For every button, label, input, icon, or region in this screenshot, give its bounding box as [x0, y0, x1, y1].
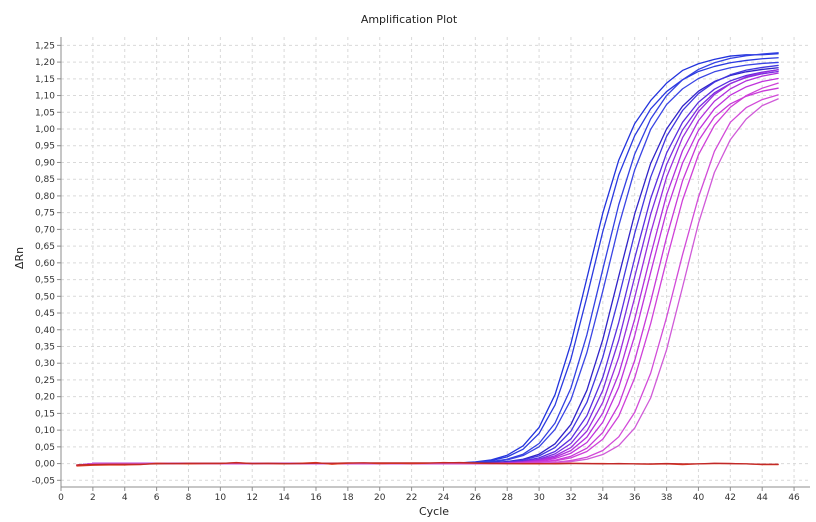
x-tick-label: 28 — [501, 493, 513, 503]
amplification-curve-10 — [76, 72, 779, 466]
y-tick-label: 0,45 — [35, 309, 55, 319]
x-tick-label: 12 — [247, 493, 258, 503]
y-tick-label: 1,20 — [35, 58, 55, 68]
axes: 0 2 4 6 8 10 12 14 16 18 20 22 24 26 28 30 32 34 36 38 40 42 4… — [32, 37, 810, 503]
y-tick-label: 1,00 — [35, 125, 55, 135]
x-tick-label: 14 — [278, 493, 290, 503]
amplification-curve-8 — [76, 70, 779, 466]
y-tick-label: 0,65 — [35, 242, 55, 252]
series-group — [76, 52, 779, 467]
x-tick-label: 34 — [597, 493, 609, 503]
y-tick-label: 0,10 — [35, 426, 55, 436]
y-tick-label: 0,55 — [35, 276, 55, 286]
x-tick-label: 18 — [342, 493, 354, 503]
y-tick-label: 0,70 — [35, 225, 55, 235]
y-tick-label: 0,40 — [35, 326, 55, 336]
x-tick-label: 26 — [470, 493, 482, 503]
x-tick-label: 22 — [406, 493, 417, 503]
x-tick-label: 30 — [533, 493, 545, 503]
y-tick-label: 0,60 — [35, 259, 55, 269]
x-tick-label: 4 — [122, 493, 128, 503]
amplification-curve-12 — [76, 87, 779, 466]
amplification-curve-6 — [76, 64, 779, 466]
x-tick-label: 6 — [154, 493, 160, 503]
x-tick-label: 46 — [788, 493, 800, 503]
x-tick-label: 42 — [725, 493, 736, 503]
y-tick-label: 0,05 — [35, 443, 55, 453]
grid — [61, 37, 810, 487]
amplification-curve-11 — [76, 77, 779, 466]
x-tick-label: 2 — [90, 493, 96, 503]
x-tick-label: 20 — [374, 493, 386, 503]
x-tick-label: 10 — [215, 493, 227, 503]
x-tick-label: 38 — [661, 493, 673, 503]
y-tick-label: 0,95 — [35, 142, 55, 152]
y-tick-label: 1,05 — [35, 108, 55, 118]
x-tick-label: 44 — [756, 493, 768, 503]
y-tick-label: -0,05 — [32, 476, 55, 486]
x-tick-label: 16 — [310, 493, 322, 503]
x-axis-label: Cycle — [419, 505, 449, 518]
x-tick-label: 36 — [629, 493, 641, 503]
y-tick-label: 0,90 — [35, 158, 55, 168]
amplification-curve-17 — [76, 461, 779, 466]
y-tick-label: 0,75 — [35, 209, 55, 219]
y-tick-label: 0,85 — [35, 175, 55, 185]
y-tick-label: 1,15 — [35, 75, 55, 85]
x-tick-label: 40 — [693, 493, 705, 503]
y-tick-label: 0,30 — [35, 359, 55, 369]
y-tick-label: 0,25 — [35, 376, 55, 386]
y-tick-label: 1,25 — [35, 41, 55, 51]
y-tick-label: 0,35 — [35, 342, 55, 352]
x-tick-label: 24 — [438, 493, 450, 503]
amplification-curve-15 — [76, 98, 779, 466]
chart-title: Amplification Plot — [361, 13, 458, 26]
x-tick-label: 8 — [186, 493, 192, 503]
amplification-curve-1 — [76, 53, 779, 466]
x-tick-label: 32 — [565, 493, 576, 503]
y-tick-label: 1,10 — [35, 92, 55, 102]
y-tick-label: 0,80 — [35, 192, 55, 202]
y-tick-label: 0,50 — [35, 292, 55, 302]
y-tick-label: 0,15 — [35, 409, 55, 419]
amplification-curve-3 — [76, 52, 779, 466]
y-tick-label: 0,20 — [35, 393, 55, 403]
y-tick-label: 0,00 — [35, 460, 55, 470]
amplification-curve-4 — [76, 61, 779, 466]
y-axis-label: ΔRn — [13, 247, 26, 269]
amplification-curve-5 — [76, 67, 779, 466]
x-tick-label: 0 — [58, 493, 64, 503]
